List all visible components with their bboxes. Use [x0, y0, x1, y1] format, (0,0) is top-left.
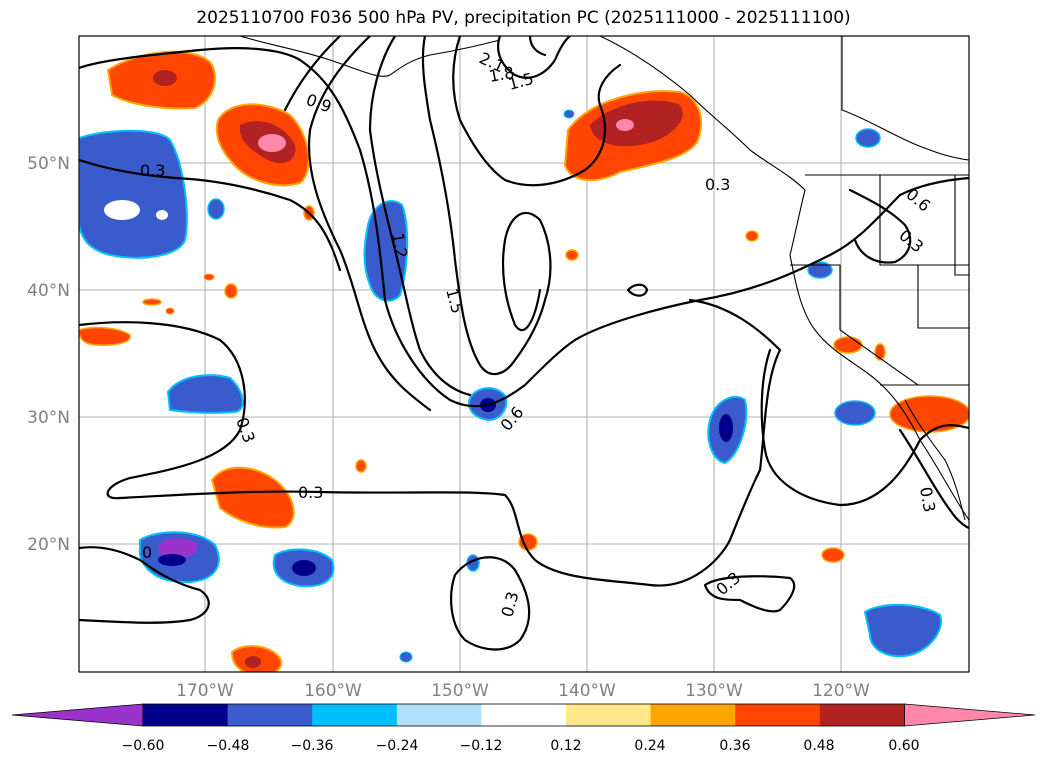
contour-label: 0.3 [916, 485, 939, 513]
map-frame [78, 35, 970, 673]
lon-label: 150°W [431, 681, 489, 701]
map-title: 2025110700 F036 500 hPa PV, precipitatio… [196, 8, 851, 28]
colorbar-tick-label: 0.24 [634, 738, 665, 754]
contour-label: 0.6 [902, 185, 934, 216]
colorbar-tick-label: −0.60 [122, 738, 165, 754]
latitude-labels: 50°N 40°N 30°N 20°N [27, 154, 70, 555]
contour-label: 0.3 [895, 226, 927, 257]
lat-label: 30°N [27, 408, 70, 428]
colorbar-segment [819, 704, 905, 726]
colorbar-tick-label: −0.48 [207, 738, 250, 754]
colorbar-outline [142, 703, 905, 727]
contour-label: 0.3 [298, 483, 323, 502]
colorbar-segment [566, 704, 652, 726]
colorbar-segments [11, 703, 1036, 727]
colorbar-tick-label: 0.48 [803, 738, 834, 754]
contour-label: 1.8 [487, 63, 515, 86]
colorbar-segment [227, 704, 313, 726]
precip-negative-anomalies [79, 109, 942, 663]
contour-label: 0.9 [304, 90, 334, 117]
colorbar-segment [312, 704, 398, 726]
contour-label: 0 [142, 543, 152, 562]
colorbar: −0.60 −0.48 −0.36 −0.24 −0.12 0.12 0.24 … [11, 703, 1036, 754]
lon-label: 120°W [812, 681, 870, 701]
colorbar-tick-label: 0.36 [719, 738, 750, 754]
lat-label: 40°N [27, 281, 70, 301]
colorbar-tick-label: 0.12 [550, 738, 581, 754]
contour-label: 0.3 [705, 175, 730, 194]
colorbar-extend-low [11, 703, 144, 727]
colorbar-tick-label: 0.60 [888, 738, 919, 754]
lat-label: 50°N [27, 154, 70, 174]
colorbar-segment [735, 704, 821, 726]
colorbar-tick-label: −0.12 [460, 738, 503, 754]
colorbar-extend-high [904, 703, 1036, 727]
colorbar-segment [481, 704, 567, 726]
contour-label: 1.2 [388, 231, 411, 259]
contour-label: 0.3 [232, 415, 259, 445]
colorbar-segment [396, 704, 482, 726]
precip-positive-anomalies [79, 50, 969, 672]
lon-label: 170°W [176, 681, 234, 701]
contour-label: 0.3 [140, 161, 165, 180]
lon-label: 140°W [558, 681, 616, 701]
contour-label: 0.3 [712, 568, 744, 599]
pv-contours [79, 36, 969, 651]
lon-label: 130°W [685, 681, 743, 701]
contour-label: 0.3 [498, 590, 523, 620]
map-plot-area: 2.1 1.8 1.5 0.9 0.3 0.3 0.6 0.3 1.2 1.5 … [79, 36, 969, 672]
colorbar-tick-label: −0.36 [291, 738, 334, 754]
lon-label: 160°W [304, 681, 362, 701]
gridlines [79, 36, 969, 672]
colorbar-segment [143, 704, 229, 726]
coastlines [239, 36, 969, 521]
longitude-labels: 170°W 160°W 150°W 140°W 130°W 120°W [176, 681, 870, 701]
colorbar-segment [650, 704, 736, 726]
colorbar-tick-label: −0.24 [376, 738, 419, 754]
lat-label: 20°N [27, 535, 70, 555]
colorbar-ticks: −0.60 −0.48 −0.36 −0.24 −0.12 0.12 0.24 … [122, 738, 920, 754]
